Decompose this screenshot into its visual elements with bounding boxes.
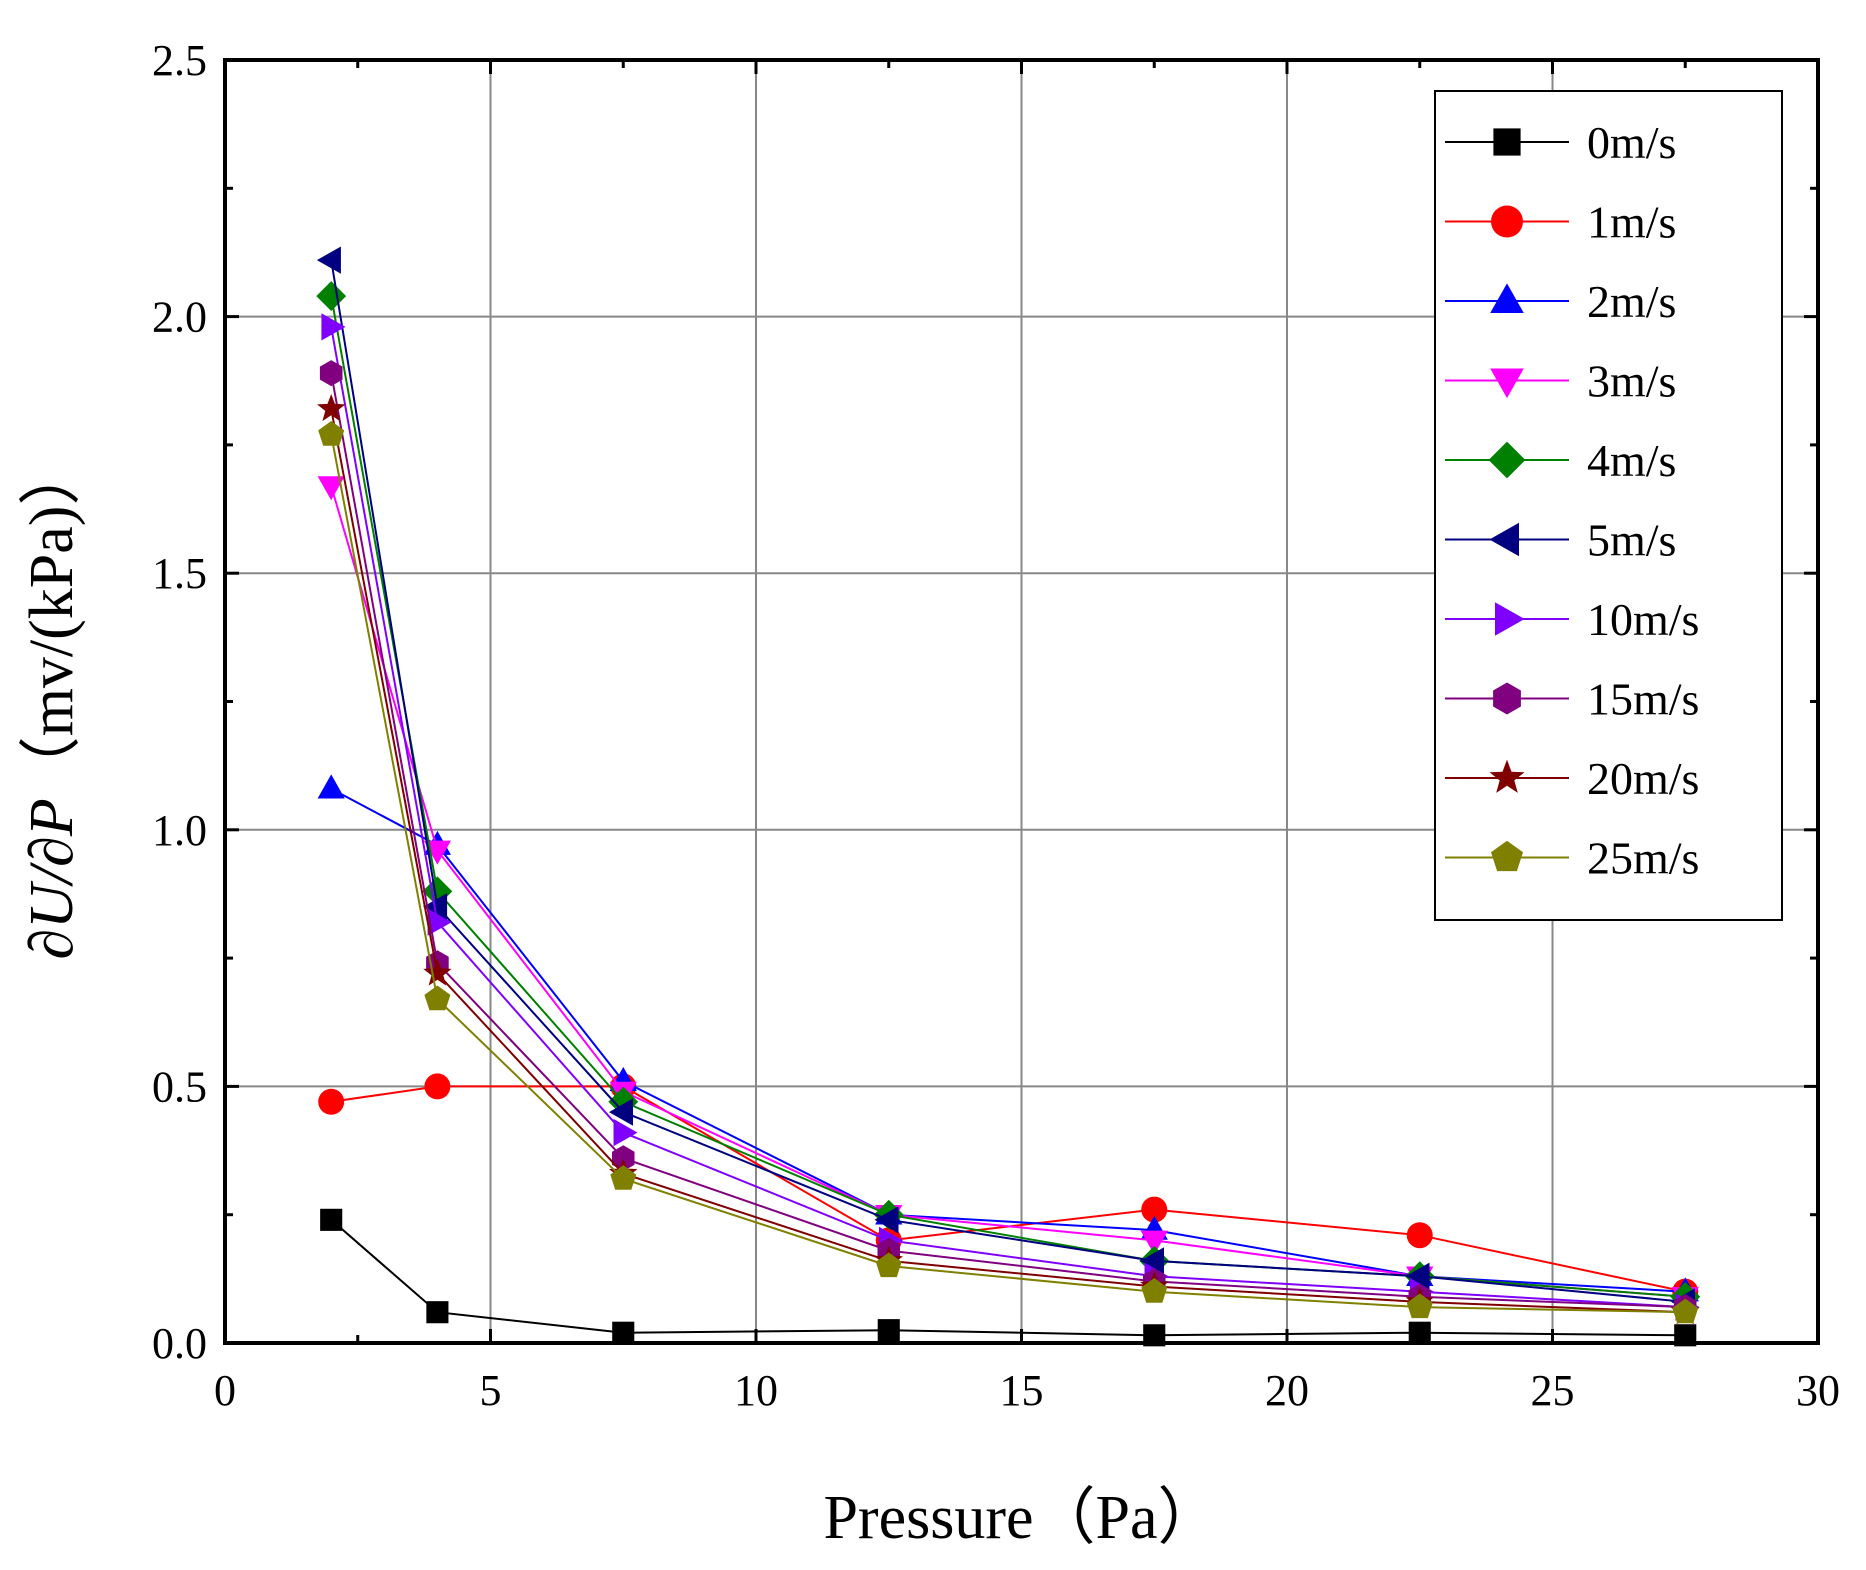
data-point bbox=[874, 1206, 899, 1234]
legend-item: 1m/s bbox=[1445, 197, 1676, 248]
legend-label: 1m/s bbox=[1587, 197, 1676, 248]
y-axis-title: ∂U/∂P（mv/(kPa)） bbox=[18, 444, 86, 960]
data-point bbox=[319, 360, 343, 387]
legend-item: 20m/s bbox=[1445, 753, 1699, 804]
data-point bbox=[423, 958, 452, 986]
data-point bbox=[316, 281, 347, 311]
legend-label: 5m/s bbox=[1587, 515, 1676, 566]
data-point bbox=[426, 1301, 449, 1324]
series-line bbox=[331, 1085, 1686, 1293]
legend-marker bbox=[1489, 759, 1525, 793]
legend-label: 20m/s bbox=[1587, 753, 1699, 804]
x-tick-label: 20 bbox=[1265, 1366, 1309, 1415]
data-point bbox=[316, 246, 341, 274]
y-tick-label: 0.5 bbox=[152, 1062, 207, 1111]
legend: 0m/s 1m/s 2m/s 3m/s 4m/s 5m/s 10m/s 15m/s 20m/s 2… bbox=[1434, 90, 1783, 921]
data-point bbox=[875, 1252, 902, 1278]
data-point bbox=[612, 1321, 635, 1344]
data-point bbox=[877, 1319, 900, 1342]
data-point bbox=[1405, 1262, 1430, 1290]
y-tick-label: 2.0 bbox=[152, 293, 207, 342]
y-axis-title-units: （mv/(kPa)） bbox=[18, 444, 86, 799]
data-point bbox=[318, 1088, 345, 1115]
legend-marker bbox=[1491, 840, 1523, 872]
data-point bbox=[317, 774, 345, 799]
legend-marker bbox=[1491, 205, 1523, 238]
legend-label: 0m/s bbox=[1587, 117, 1676, 168]
data-point bbox=[1141, 1278, 1168, 1303]
legend-marker bbox=[1493, 682, 1521, 715]
x-tick-label: 0 bbox=[214, 1366, 236, 1415]
data-point bbox=[1406, 1293, 1433, 1319]
y-axis-title-derivative: ∂U/∂P bbox=[18, 798, 86, 959]
legend-item: 10m/s bbox=[1445, 594, 1699, 645]
legend-marker bbox=[1488, 441, 1526, 479]
legend-marker bbox=[1493, 128, 1521, 156]
data-point bbox=[610, 1165, 637, 1190]
legend-label: 3m/s bbox=[1587, 356, 1676, 407]
x-tick-label: 25 bbox=[1531, 1366, 1575, 1415]
data-point bbox=[1140, 1230, 1168, 1255]
data-point bbox=[1408, 1321, 1431, 1344]
data-point bbox=[612, 1145, 635, 1172]
axis-ticks: 0 5 10 15 20 25 30 0.0 0.5 1.0 1.5 2.0 2.5 bbox=[152, 36, 1840, 1415]
data-point bbox=[1141, 1196, 1168, 1223]
x-axis-title: Pressure（Pa） bbox=[823, 1484, 1219, 1552]
legend-marker bbox=[1490, 368, 1524, 399]
x-tick-label: 10 bbox=[734, 1366, 778, 1415]
legend-label: 10m/s bbox=[1587, 594, 1699, 645]
data-point bbox=[320, 1208, 343, 1231]
x-tick-label: 30 bbox=[1796, 1366, 1840, 1415]
data-point bbox=[317, 476, 345, 501]
series-25m-per-s bbox=[318, 421, 1699, 1324]
data-point bbox=[424, 1073, 451, 1100]
legend-marker bbox=[1495, 602, 1525, 636]
legend-label: 4m/s bbox=[1587, 435, 1676, 486]
legend-item: 2m/s bbox=[1445, 276, 1676, 327]
data-point bbox=[321, 313, 346, 341]
series-1m-per-s bbox=[318, 1073, 1699, 1305]
legend-label: 15m/s bbox=[1587, 674, 1699, 725]
legend-item: 4m/s bbox=[1445, 435, 1676, 486]
data-point bbox=[609, 1098, 633, 1126]
y-tick-label: 0.0 bbox=[152, 1319, 207, 1368]
data-point bbox=[317, 394, 346, 422]
y-tick-label: 2.5 bbox=[152, 36, 207, 85]
data-point bbox=[424, 985, 451, 1011]
legend-item: 0m/s bbox=[1445, 117, 1676, 168]
legend-item: 25m/s bbox=[1445, 833, 1699, 884]
data-point bbox=[1140, 1247, 1164, 1275]
x-tick-label: 5 bbox=[480, 1366, 502, 1415]
y-tick-label: 1.5 bbox=[152, 549, 207, 598]
legend-marker bbox=[1490, 283, 1524, 313]
series-0m-per-s bbox=[320, 1208, 1697, 1347]
legend-label: 2m/s bbox=[1587, 276, 1676, 327]
series-group bbox=[316, 246, 1701, 1347]
legend-item: 15m/s bbox=[1445, 674, 1699, 725]
data-point bbox=[1406, 1222, 1433, 1249]
legend-label: 25m/s bbox=[1587, 833, 1699, 884]
legend-item: 3m/s bbox=[1445, 356, 1676, 407]
data-point bbox=[613, 1118, 638, 1147]
legend-box bbox=[1434, 90, 1783, 921]
data-point bbox=[423, 840, 451, 865]
legend-marker bbox=[1489, 522, 1519, 557]
data-point bbox=[1672, 1298, 1699, 1324]
legend-item: 5m/s bbox=[1445, 515, 1676, 566]
data-point bbox=[318, 421, 345, 446]
data-point bbox=[427, 908, 452, 936]
y-tick-label: 1.0 bbox=[152, 806, 207, 855]
x-tick-label: 15 bbox=[1000, 1366, 1044, 1415]
